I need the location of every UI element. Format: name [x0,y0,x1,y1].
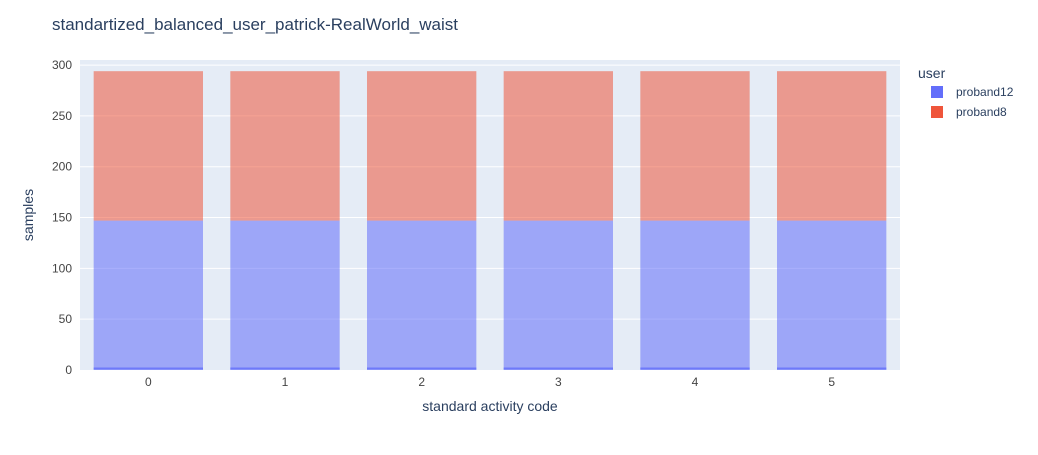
y-tick-label: 50 [59,312,73,326]
plot-background [80,60,900,370]
y-tick-label: 250 [52,109,72,123]
legend-title: user [918,65,946,81]
y-tick-label: 150 [52,211,72,225]
grid-lines [80,64,900,320]
x-tick-label: 2 [418,375,425,389]
bar-proband12-2[interactable] [367,220,477,370]
y-tick-label: 300 [52,58,72,72]
bar-proband12-5[interactable] [777,220,887,370]
y-axis-ticks: 0 50 100 150 200 250 300 [52,58,72,377]
legend-items[interactable]: proband12 proband8 [931,85,1014,119]
bar-proband8-1[interactable] [230,71,340,221]
legend[interactable]: user proband12 proband8 [918,65,1014,119]
x-axis-label: standard activity code [422,398,558,414]
y-tick-label: 200 [52,160,72,174]
y-tick-label: 0 [65,363,72,377]
bars[interactable] [93,71,887,370]
legend-swatch-proband12[interactable] [931,86,943,98]
legend-label-proband12[interactable]: proband12 [956,85,1014,99]
y-tick-label: 100 [52,261,72,275]
bar-proband12-3[interactable] [503,220,613,370]
bar-proband12-1[interactable] [230,220,340,370]
x-tick-label: 1 [282,375,289,389]
bar-proband8-2[interactable] [367,71,477,221]
bar-proband12-0[interactable] [93,220,203,370]
bar-proband8-4[interactable] [640,71,750,221]
bar-proband12-4[interactable] [640,220,750,370]
y-axis-label: samples [20,189,36,241]
x-tick-label: 0 [145,375,152,389]
bar-proband8-5[interactable] [777,71,887,221]
x-axis-ticks: 0 1 2 3 4 5 [145,375,835,389]
legend-label-proband8[interactable]: proband8 [956,105,1007,119]
x-tick-label: 5 [828,375,835,389]
legend-swatch-proband8[interactable] [931,106,943,118]
x-tick-label: 4 [692,375,699,389]
x-tick-label: 3 [555,375,562,389]
bar-proband8-3[interactable] [503,71,613,221]
bar-proband8-0[interactable] [93,71,203,221]
chart-title: standartized_balanced_user_patrick-RealW… [52,15,458,34]
